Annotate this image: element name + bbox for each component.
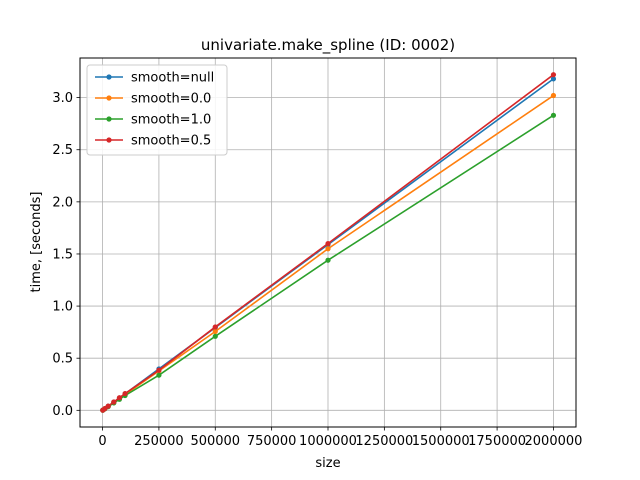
data-point (156, 372, 162, 378)
x-axis-label: size (315, 456, 340, 471)
legend-label: smooth=1.0 (131, 113, 211, 128)
y-tick-label: 0.5 (52, 352, 73, 367)
legend-marker (106, 74, 112, 80)
chart-title: univariate.make_spline (ID: 0002) (201, 36, 455, 55)
legend-marker (106, 137, 112, 143)
y-tick-label: 1.0 (52, 300, 73, 315)
y-tick-label: 0.0 (52, 404, 73, 419)
x-tick-label: 1250000 (355, 434, 413, 449)
legend-marker (106, 116, 112, 122)
x-tick-label: 1750000 (468, 434, 526, 449)
x-tick-label: 0 (98, 434, 106, 449)
data-point (212, 328, 218, 335)
data-point (212, 333, 218, 339)
data-point (156, 367, 162, 373)
x-tick-label: 250000 (134, 434, 184, 449)
data-point (550, 76, 557, 82)
x-tick-label: 1500000 (412, 434, 470, 449)
y-tick-label: 2.5 (52, 143, 73, 158)
y-tick-label: 1.5 (52, 247, 73, 262)
x-tick-label: 1000000 (299, 434, 357, 449)
data-point (111, 399, 117, 405)
legend: smooth=null smooth=0.0 smooth=1.0 smooth=0.… (86, 64, 228, 156)
data-point (122, 390, 128, 397)
y-axis-label: time, [seconds] (29, 192, 44, 293)
x-tick-label: 2000000 (525, 434, 583, 449)
data-series (100, 72, 557, 413)
legend-label: smooth=0.0 (131, 92, 211, 107)
data-point (105, 403, 111, 409)
legend-marker (106, 95, 112, 101)
axis-ticks: 0 250000 500000 750000 100000012500001500000… (52, 91, 582, 449)
data-point (212, 324, 218, 330)
data-point (550, 72, 557, 78)
data-point (550, 92, 557, 99)
legend-box (86, 64, 228, 156)
y-tick-label: 3.0 (52, 91, 73, 106)
data-point (116, 395, 123, 401)
legend-label: smooth=null (131, 71, 214, 86)
data-point (550, 112, 557, 118)
y-tick-label: 2.0 (52, 195, 73, 210)
data-point (325, 257, 331, 263)
x-tick-label: 500000 (190, 434, 240, 449)
data-point (325, 240, 331, 247)
legend-label: smooth=0.5 (131, 134, 211, 149)
x-tick-label: 750000 (247, 434, 297, 449)
data-point (325, 246, 331, 252)
